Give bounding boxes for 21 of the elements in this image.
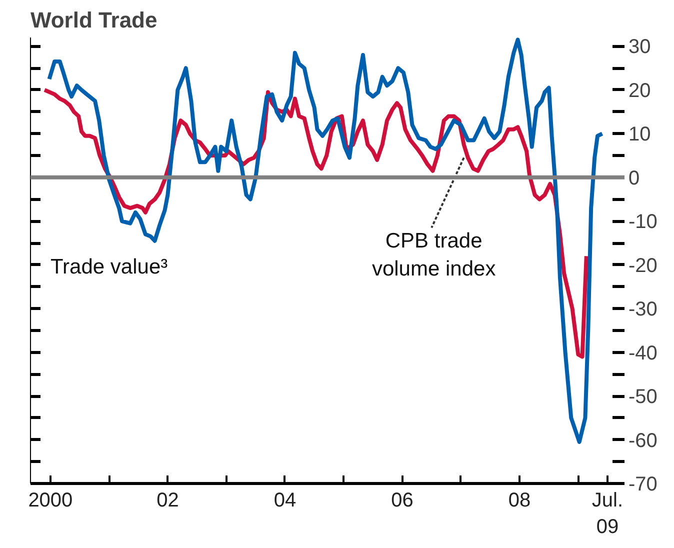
line-series: [47, 38, 604, 444]
x-tick-label: 04: [274, 490, 296, 512]
y-tick-label: -60: [628, 430, 658, 452]
y-tick-label: 0: [628, 167, 640, 190]
chart-title: World Trade: [30, 8, 158, 32]
x-tick-label: 06: [391, 490, 414, 512]
y-tick-label: -10: [628, 211, 658, 234]
x-tick-label: 02: [156, 490, 179, 512]
annotation: CPB trade volume index: [372, 230, 496, 280]
y-tick-label: 10: [628, 124, 651, 146]
y-tick-label: -70: [628, 474, 658, 496]
y-tick-label: -30: [628, 298, 658, 321]
y-tick-label: 30: [628, 36, 651, 58]
x-tick-label: Jul. 09: [592, 490, 624, 538]
annotation: Trade value³: [50, 256, 168, 278]
y-tick-label: -20: [628, 254, 658, 277]
x-tick-label: 08: [508, 490, 531, 512]
y-tick-label: -50: [628, 386, 658, 408]
y-tick-label: -40: [628, 342, 658, 364]
y-tick-label: 20: [628, 80, 651, 102]
x-tick-label: 2000: [28, 490, 73, 512]
